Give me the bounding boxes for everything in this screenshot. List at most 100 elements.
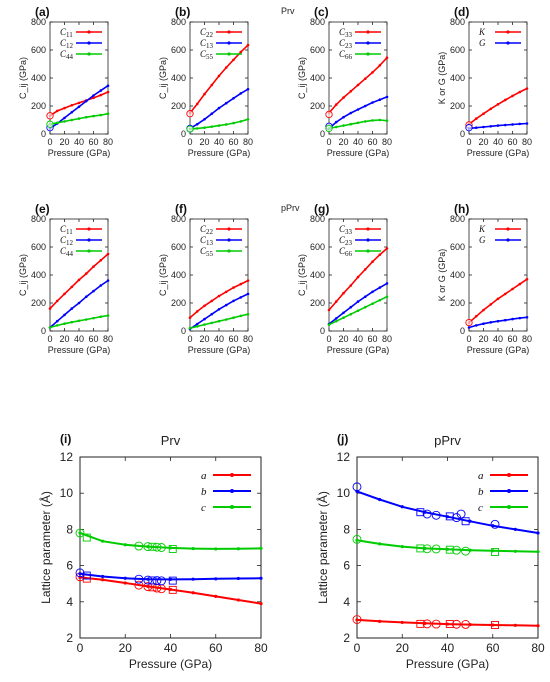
data-point [70,104,74,107]
data-point [236,547,240,551]
y-tick-label: 8 [343,522,350,536]
data-point [371,260,374,264]
y-tick-label: 800 [171,214,186,224]
data-point [371,71,374,74]
y-tick-label: 600 [171,45,186,55]
panel-label: (e) [35,202,50,216]
data-point [106,279,110,282]
legend-label-C55: C55 [200,246,214,258]
open-marker [148,576,157,585]
data-point [239,50,243,54]
x-tick-label: 80 [531,641,545,655]
legend-marker-C12 [87,238,91,242]
legend-label-C44: C44 [60,246,74,258]
x-tick-label: 20 [199,334,209,344]
data-point [400,505,404,509]
x-tick-label: 0 [77,641,84,655]
panel-label: (h) [454,202,469,216]
legend-label-C13: C13 [200,38,214,50]
legend-marker-C33 [366,227,370,231]
y-tick-label: 800 [31,214,46,224]
y-tick-label: 200 [31,298,46,308]
data-point [55,121,59,125]
y-axis-label: C_ij (GPa) [297,254,307,296]
y-tick-label: 2 [343,631,350,645]
x-tick-label: 40 [493,137,503,147]
data-point [224,66,228,69]
y-tick-label: 200 [31,101,46,111]
legend-marker-C33 [366,30,370,34]
data-point [363,77,367,80]
y-axis-label: C_ij (GPa) [158,57,168,99]
open-marker [465,124,473,132]
x-axis-label: Pressure (GPa) [406,657,489,671]
y-tick-label: 4 [66,595,73,609]
data-point [191,577,195,581]
legend-label-K: K [478,224,486,234]
data-point [371,302,374,306]
data-point [99,259,103,262]
data-point [224,101,228,105]
data-point [334,120,338,124]
x-tick-label: 0 [354,641,361,655]
legend-marker-C66 [366,249,370,253]
data-point [349,305,353,309]
data-point [224,123,228,126]
open-marker [152,576,162,586]
data-point [78,531,82,535]
legend-label-C11: C11 [60,27,73,39]
data-point [511,123,514,126]
x-tick-label: 20 [396,641,410,655]
data-point [195,322,199,326]
data-point [496,319,500,323]
data-point [482,112,485,115]
x-tick-label: 0 [47,334,52,344]
data-point [482,125,485,129]
legend-label-G: G [479,235,486,245]
data-point [349,122,353,126]
legend-marker-C22 [227,227,231,231]
x-tick-label: 20 [119,641,133,655]
data-point [232,286,235,289]
legend-label-C66: C66 [339,246,353,258]
x-tick-label: 0 [187,137,192,147]
y-tick-label: 600 [450,242,465,252]
legend-marker-C66 [366,52,370,56]
y-tick-label: 2 [66,631,73,645]
y-tick-label: 800 [310,17,325,27]
y-tick-label: 200 [171,298,186,308]
data-point [489,107,493,111]
legend-label-C55: C55 [200,49,214,61]
data-point [106,252,110,256]
data-point [101,574,105,579]
data-point [496,103,500,106]
x-tick-label: 20 [478,137,488,147]
legend-label-C22: C22 [200,224,214,236]
open-marker [82,571,91,580]
legend-marker-C23 [366,238,370,242]
plot-frame [356,456,539,639]
y-tick-label: 0 [460,326,465,336]
data-point [342,96,345,99]
x-tick-label: 20 [338,137,348,147]
open-marker [352,482,362,492]
legend-marker-a [507,473,511,477]
y-tick-label: 6 [66,559,73,573]
data-point [214,577,218,581]
data-point [188,326,192,330]
legend-marker-G [506,238,510,242]
legend-label-C33: C33 [339,27,353,39]
panel-title: pPrv [434,433,461,448]
y-tick-label: 0 [41,326,46,336]
data-point [349,111,353,115]
x-tick-label: 20 [478,334,488,344]
data-point [55,299,59,303]
legend-marker-C22 [227,30,231,34]
data-point [246,279,250,282]
x-tick-label: 0 [47,137,52,147]
series-line-C22 [189,44,249,114]
y-tick-label: 6 [343,559,350,573]
data-point [99,315,103,319]
legend-marker-C55 [227,249,231,253]
